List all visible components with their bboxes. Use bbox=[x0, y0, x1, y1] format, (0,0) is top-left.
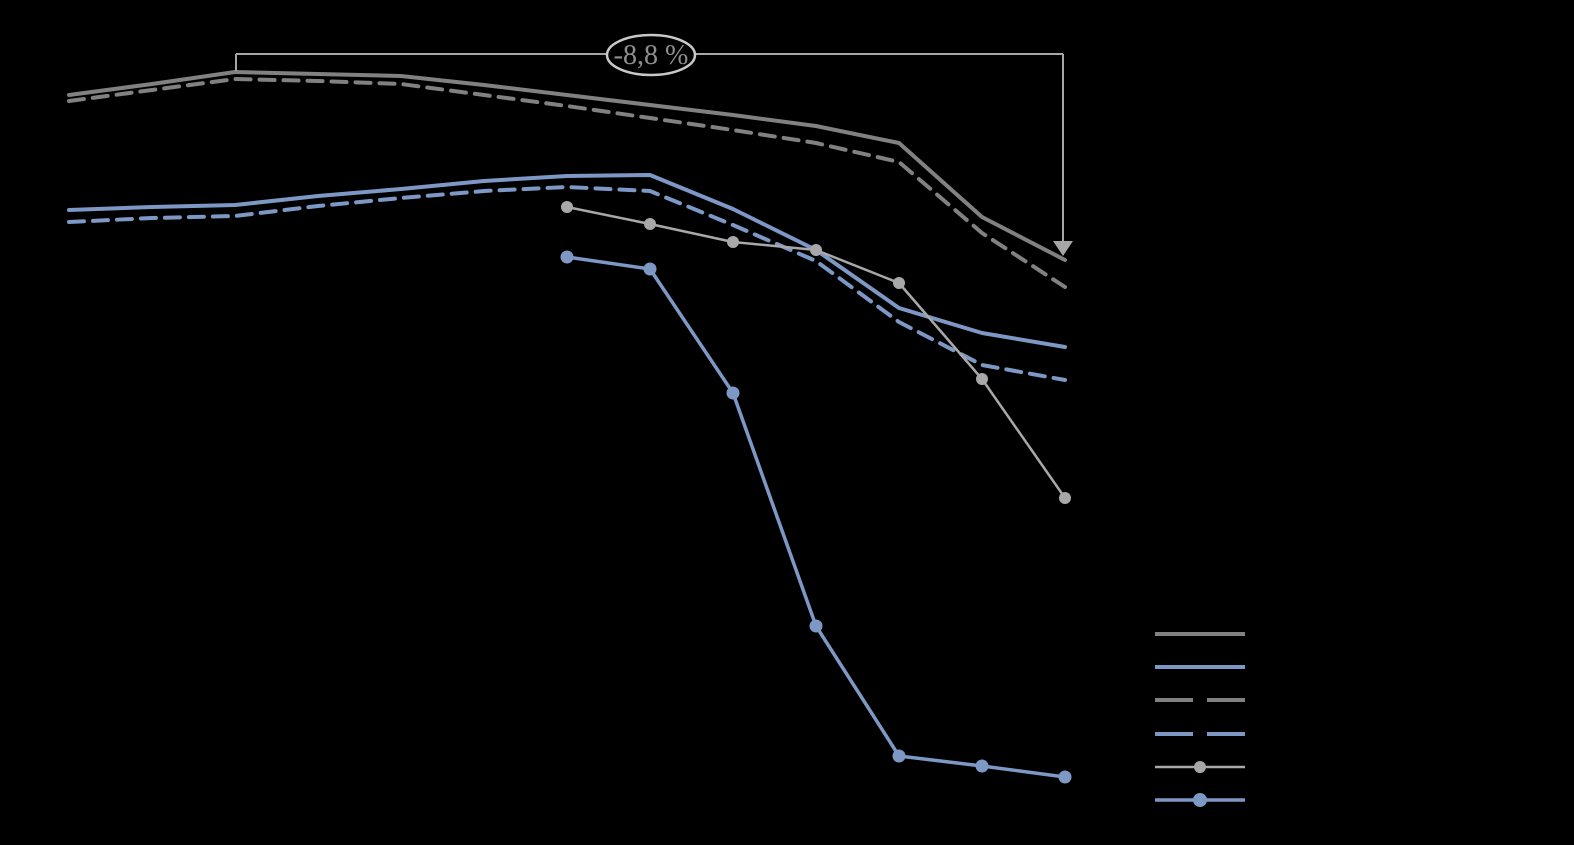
blue-marker-line-point bbox=[560, 250, 574, 264]
gray-marker-line-point bbox=[810, 244, 822, 256]
gray-marker-line-point bbox=[727, 236, 739, 248]
blue-marker-line-point bbox=[1058, 770, 1072, 784]
legend-blue-marker-marker bbox=[1193, 793, 1207, 807]
series-gray-dashed bbox=[67, 77, 1067, 289]
annotation-label: -8,8 % bbox=[614, 40, 689, 71]
gray-marker-line-point bbox=[561, 201, 573, 213]
annotation-ellipse bbox=[605, 33, 697, 77]
gray-marker-line-point bbox=[644, 218, 656, 230]
blue-marker-line-point bbox=[975, 759, 989, 773]
gray-marker-line-point bbox=[893, 277, 905, 289]
blue-marker-line-point bbox=[892, 749, 906, 763]
series-blue-dashed bbox=[67, 185, 1067, 382]
legend-gray-marker-marker bbox=[1194, 761, 1206, 773]
series-blue-solid bbox=[67, 173, 1067, 349]
gray-marker-line-point bbox=[1059, 492, 1071, 504]
blue-marker-line-point bbox=[726, 386, 740, 400]
blue-marker-line-point bbox=[643, 262, 657, 276]
blue-marker-line-point bbox=[809, 619, 823, 633]
arrow-down-icon bbox=[1053, 241, 1073, 256]
series-gray-solid bbox=[67, 70, 1067, 262]
gray-marker-line-point bbox=[976, 373, 988, 385]
